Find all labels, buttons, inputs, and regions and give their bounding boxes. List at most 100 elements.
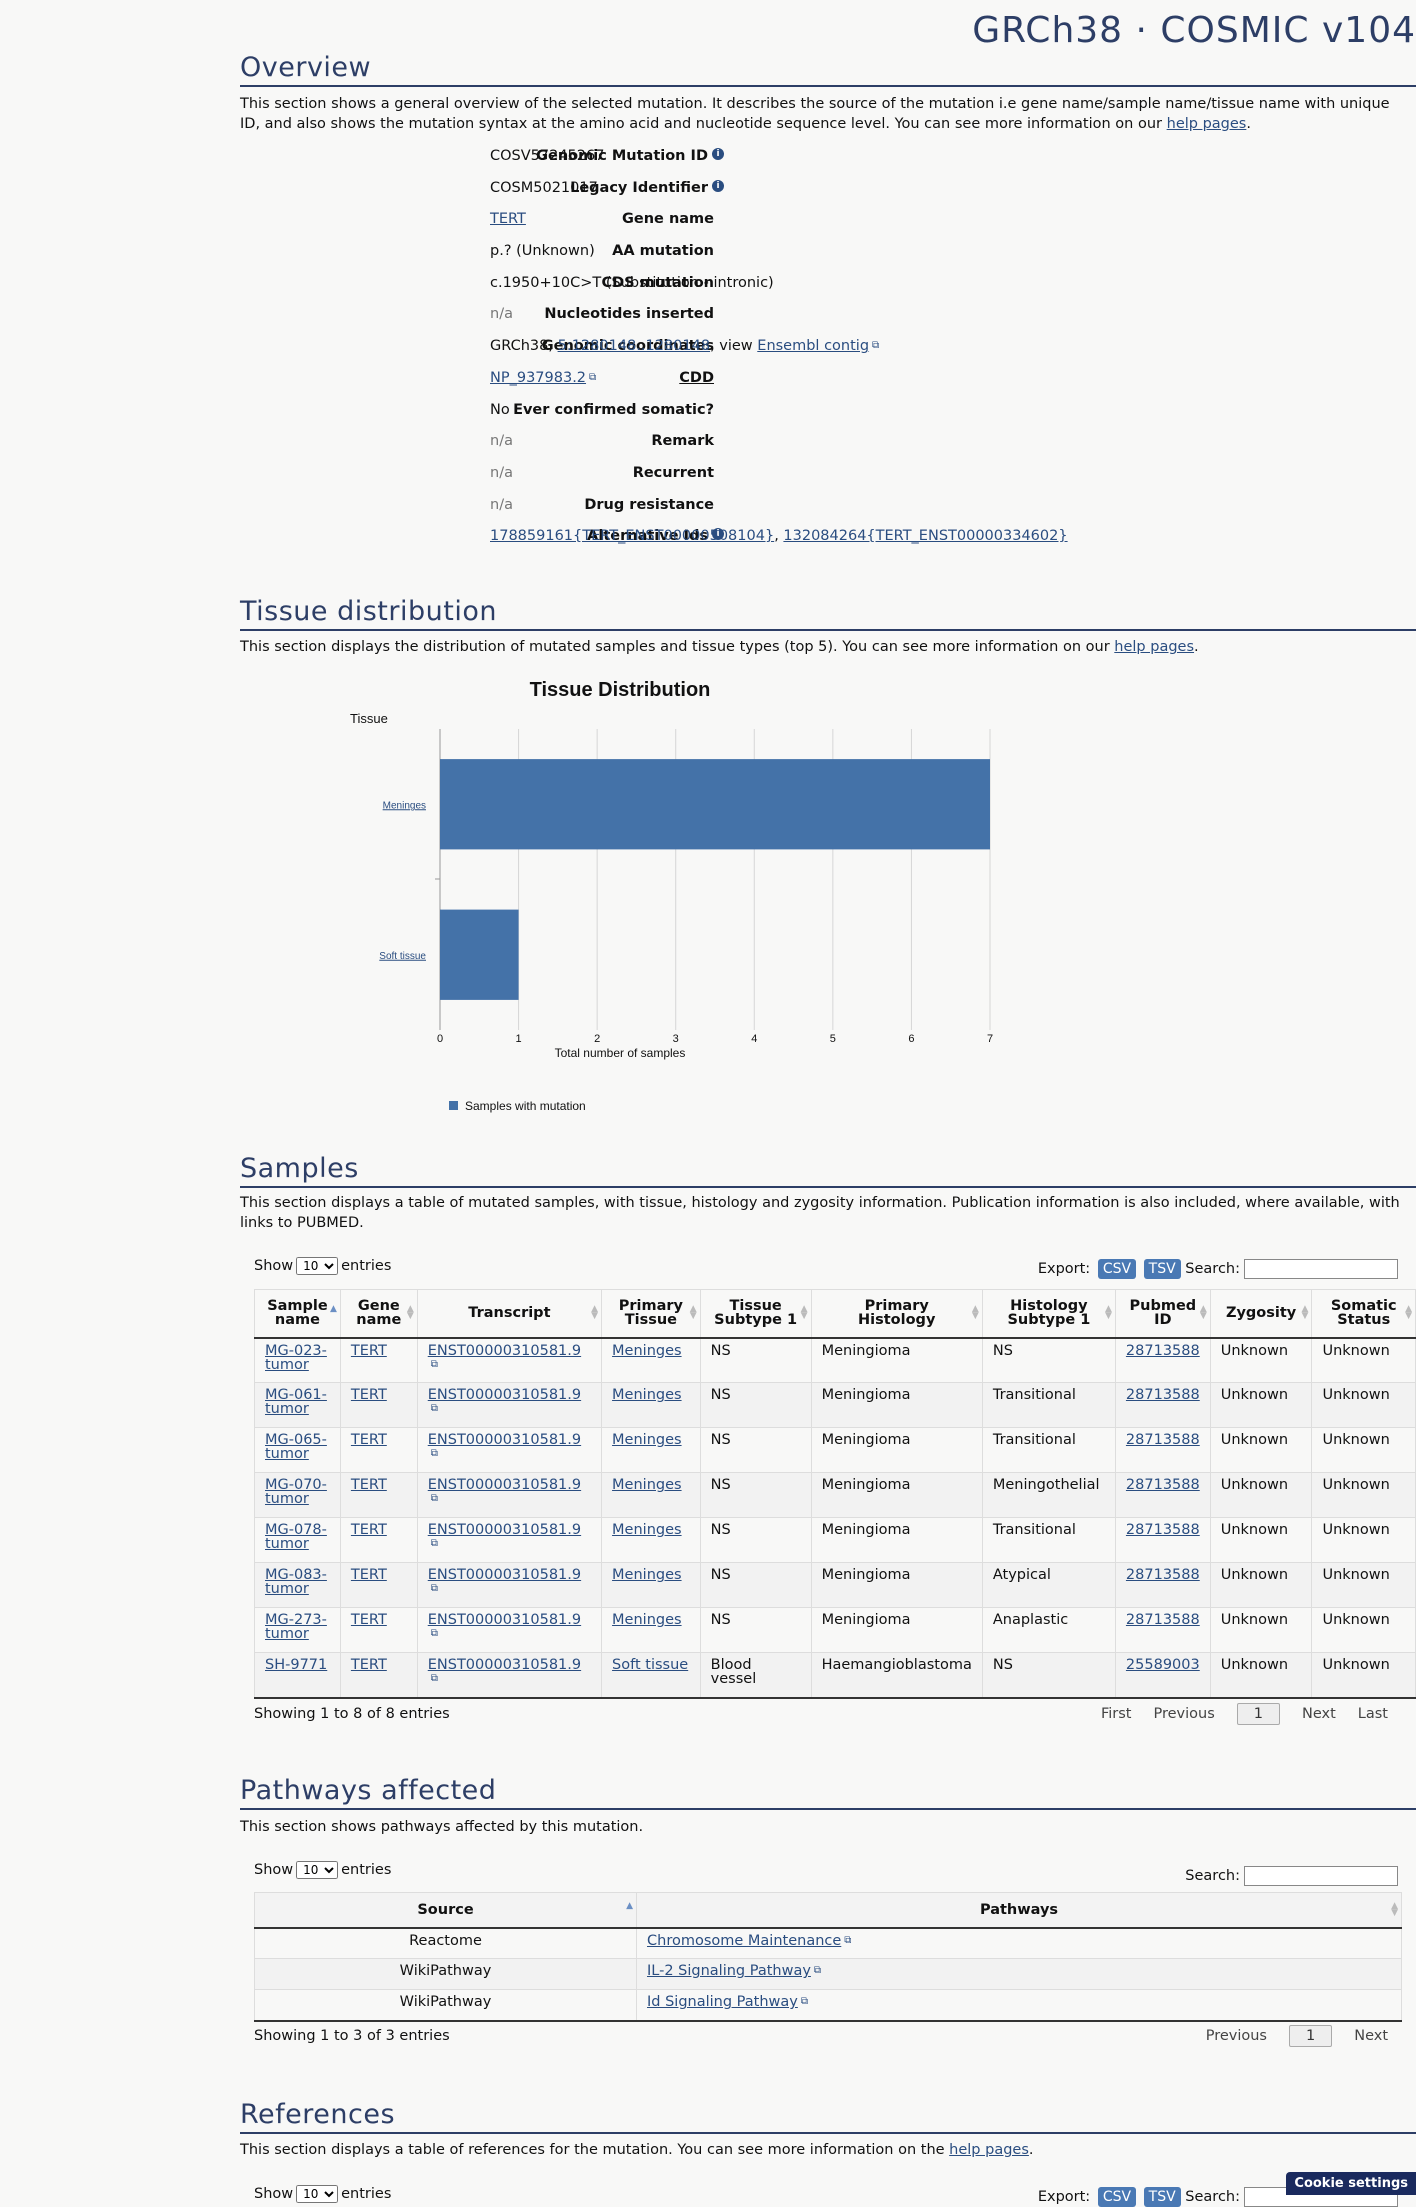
sample-name-link[interactable]: MG-078- tumor: [265, 1522, 327, 1552]
sample-name-link[interactable]: MG-083- tumor: [265, 1567, 327, 1597]
references-page-size-select[interactable]: 10: [296, 2185, 339, 2203]
somatic-status: Unknown: [1322, 1657, 1390, 1673]
transcript-link[interactable]: ENST00000310581.9: [427, 1567, 582, 1583]
tissue-link[interactable]: Meninges: [612, 1612, 682, 1628]
sample-name-link[interactable]: SH-9771: [265, 1657, 328, 1673]
gene-link[interactable]: TERT: [350, 1522, 387, 1538]
column-header[interactable]: Pubmed ID ▲ ▼: [1115, 1289, 1211, 1339]
column-header[interactable]: Primary Tissue ▲ ▼: [601, 1289, 701, 1339]
pathway-link[interactable]: Chromosome Maintenance: [647, 1932, 842, 1949]
samples-search-input[interactable]: [1244, 1259, 1398, 1279]
overview-help-link[interactable]: help pages: [1166, 116, 1247, 132]
pubmed-link[interactable]: 28713588: [1125, 1612, 1200, 1628]
pubmed-link[interactable]: 28713588: [1125, 1522, 1200, 1538]
transcript-link[interactable]: ENST00000310581.9: [427, 1612, 582, 1628]
pubmed-link[interactable]: 28713588: [1125, 1477, 1200, 1493]
cookie-settings-button[interactable]: Cookie settings: [1286, 2172, 1416, 2195]
tissue-subtype: NS: [710, 1612, 731, 1628]
first-page-button[interactable]: First: [1100, 1706, 1132, 1722]
csv-export-button[interactable]: CSV: [1097, 1259, 1137, 1279]
pathway-link[interactable]: Id Signaling Pathway: [647, 1994, 798, 2010]
sample-name-link[interactable]: MG-061- tumor: [265, 1387, 327, 1417]
tissue-link[interactable]: Meninges: [612, 1477, 682, 1493]
transcript-link[interactable]: ENST00000310581.9: [427, 1522, 582, 1538]
references-help-link[interactable]: help pages: [949, 2142, 1029, 2158]
bar[interactable]: [440, 759, 990, 850]
field-gene-name: Gene name TERT: [240, 211, 1400, 243]
column-header-pathways[interactable]: Pathways ▲ ▼: [636, 1892, 1402, 1929]
tissue-link[interactable]: Meninges: [612, 1432, 682, 1448]
current-page-button[interactable]: 1: [1288, 2025, 1333, 2047]
gene-link[interactable]: TERT: [350, 1477, 387, 1493]
alternative-id-link[interactable]: 132084264{TERT_ENST00000334602}: [783, 528, 1068, 545]
column-header-source[interactable]: Source ▲: [254, 1892, 637, 1929]
tsv-export-button[interactable]: TSV: [1143, 1259, 1181, 1279]
genomic-coordinates-link[interactable]: 5:1280148..1280148: [557, 338, 711, 355]
column-header[interactable]: Histology Subtype 1 ▲ ▼: [982, 1289, 1116, 1339]
samples-page-size-select[interactable]: 10: [296, 1257, 339, 1275]
info-icon[interactable]: i: [712, 528, 724, 541]
sample-name-link[interactable]: MG-273- tumor: [265, 1612, 327, 1642]
column-header[interactable]: Zygosity ▲ ▼: [1210, 1289, 1313, 1339]
table-cell: TERT: [340, 1427, 418, 1473]
current-page-button[interactable]: 1: [1236, 1703, 1280, 1725]
table-cell: Meninges: [601, 1472, 701, 1518]
gene-link[interactable]: TERT: [350, 1432, 387, 1448]
column-header[interactable]: Sample name ▲: [254, 1289, 341, 1339]
category-label-link[interactable]: Meninges: [383, 800, 426, 811]
transcript-link[interactable]: ENST00000310581.9: [427, 1432, 582, 1448]
tissue-link[interactable]: Meninges: [612, 1522, 682, 1538]
previous-page-button[interactable]: Previous: [1153, 1706, 1215, 1722]
last-page-button[interactable]: Last: [1357, 1706, 1388, 1722]
cdd-link[interactable]: NP_937983.2: [490, 369, 587, 386]
somatic-status: Unknown: [1322, 1567, 1390, 1583]
csv-export-button[interactable]: CSV: [1097, 2187, 1137, 2207]
transcript-link[interactable]: ENST00000310581.9: [427, 1657, 582, 1673]
sort-icon: ▲ ▼: [1105, 1304, 1112, 1322]
gene-link[interactable]: TERT: [350, 1612, 387, 1628]
info-icon[interactable]: i: [712, 179, 724, 192]
tissue-link[interactable]: Soft tissue: [612, 1657, 689, 1673]
info-icon[interactable]: i: [712, 148, 724, 160]
column-header[interactable]: Gene name ▲ ▼: [340, 1289, 418, 1339]
pubmed-link[interactable]: 25589003: [1125, 1657, 1200, 1673]
column-header[interactable]: Tissue Subtype 1 ▲ ▼: [700, 1289, 812, 1339]
gene-link[interactable]: TERT: [350, 1657, 387, 1673]
sample-name-link[interactable]: MG-070- tumor: [265, 1477, 327, 1507]
tissue-subtype: NS: [710, 1567, 731, 1583]
pubmed-link[interactable]: 28713588: [1125, 1387, 1200, 1403]
previous-page-button[interactable]: Previous: [1205, 2028, 1267, 2044]
gene-name-link[interactable]: TERT: [490, 211, 526, 228]
pubmed-link[interactable]: 28713588: [1125, 1432, 1200, 1448]
transcript-link[interactable]: ENST00000310581.9: [427, 1477, 582, 1493]
pubmed-link[interactable]: 28713588: [1125, 1342, 1200, 1359]
histology-subtype: Transitional: [992, 1432, 1076, 1448]
tsv-export-button[interactable]: TSV: [1143, 2187, 1181, 2207]
pathways-page-size-select[interactable]: 10: [296, 1861, 339, 1879]
tissue-link[interactable]: Meninges: [612, 1567, 682, 1583]
tissue-subtype: NS: [710, 1432, 731, 1448]
pathways-search-input[interactable]: [1244, 1866, 1398, 1886]
sample-name-link[interactable]: MG-065- tumor: [265, 1432, 327, 1462]
ensembl-contig-link[interactable]: Ensembl contig: [757, 338, 870, 355]
gene-link[interactable]: TERT: [350, 1387, 387, 1403]
tissue-help-link[interactable]: help pages: [1114, 639, 1195, 655]
gene-link[interactable]: TERT: [350, 1567, 387, 1583]
tissue-link[interactable]: Meninges: [612, 1387, 682, 1403]
pathway-link[interactable]: IL-2 Signaling Pathway: [647, 1963, 811, 1979]
column-header[interactable]: Somatic Status ▲ ▼: [1311, 1289, 1416, 1339]
bar[interactable]: [440, 909, 519, 1000]
next-page-button[interactable]: Next: [1302, 1706, 1336, 1722]
sample-name-link[interactable]: MG-023- tumor: [265, 1342, 327, 1373]
external-link-icon: ⧉: [589, 371, 597, 383]
transcript-link[interactable]: ENST00000310581.9: [427, 1387, 582, 1403]
gene-link[interactable]: TERT: [350, 1342, 387, 1359]
tissue-link[interactable]: Meninges: [612, 1342, 682, 1359]
category-label-link[interactable]: Soft tissue: [379, 951, 426, 962]
next-page-button[interactable]: Next: [1354, 2028, 1388, 2044]
pubmed-link[interactable]: 28713588: [1125, 1567, 1200, 1583]
column-header[interactable]: Transcript ▲ ▼: [417, 1289, 603, 1339]
column-header[interactable]: Primary Histology ▲ ▼: [811, 1289, 983, 1339]
alternative-id-link[interactable]: 178859161{TERT_ENST00000508104}: [490, 528, 775, 545]
transcript-link[interactable]: ENST00000310581.9: [427, 1342, 582, 1359]
